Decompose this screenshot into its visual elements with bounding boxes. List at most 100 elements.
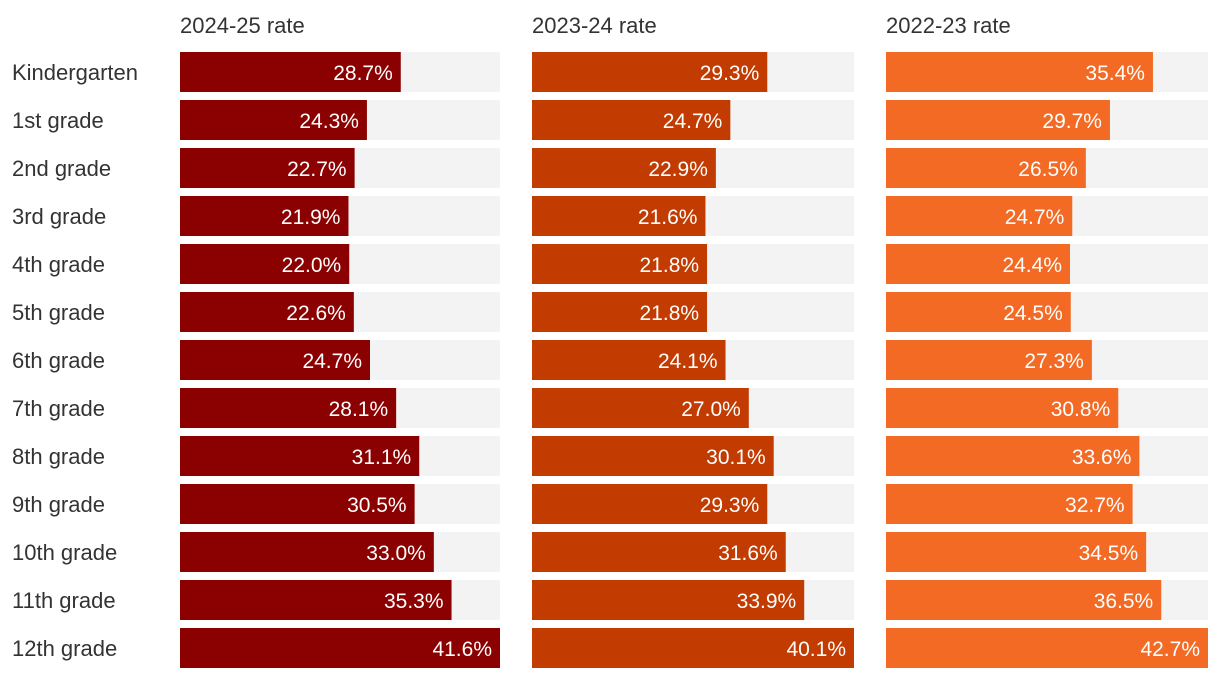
bar bbox=[886, 148, 1086, 188]
bar-value-label: 30.5% bbox=[347, 494, 407, 517]
bar-value-label: 33.6% bbox=[1072, 446, 1132, 469]
row-label: 9th grade bbox=[12, 492, 105, 517]
bar bbox=[532, 580, 805, 620]
series-panel: 2022-23 rate 35.4% 29.7% 26.5% 24.7% 24.4% 24.… bbox=[886, 13, 1208, 668]
bar bbox=[180, 628, 500, 668]
bar-value-label: 24.1% bbox=[658, 350, 718, 373]
bar bbox=[180, 532, 434, 572]
row-label: 11th grade bbox=[12, 588, 116, 613]
bar bbox=[886, 340, 1092, 380]
bar-value-label: 22.9% bbox=[648, 158, 708, 181]
bar-value-label: 24.7% bbox=[302, 350, 362, 373]
bar bbox=[532, 532, 786, 572]
bar bbox=[532, 388, 749, 428]
series-title: 2022-23 rate bbox=[886, 13, 1011, 38]
bar-value-label: 28.7% bbox=[333, 62, 393, 85]
row-label: 10th grade bbox=[12, 540, 117, 565]
bar bbox=[886, 628, 1208, 668]
bar bbox=[886, 196, 1073, 236]
bar-value-label: 41.6% bbox=[432, 638, 492, 661]
bar bbox=[886, 388, 1119, 428]
bar bbox=[532, 484, 768, 524]
series-panel: 2023-24 rate 29.3% 24.7% 22.9% 21.6% 21.8% 21.… bbox=[532, 13, 854, 668]
bar-value-label: 24.7% bbox=[663, 110, 723, 133]
bar-value-label: 36.5% bbox=[1094, 590, 1154, 613]
bar bbox=[886, 436, 1140, 476]
bar bbox=[180, 52, 401, 92]
bar bbox=[886, 580, 1162, 620]
bar-value-label: 32.7% bbox=[1065, 494, 1125, 517]
series-title: 2024-25 rate bbox=[180, 13, 305, 38]
bar-value-label: 21.8% bbox=[640, 254, 700, 277]
bar bbox=[886, 292, 1071, 332]
bar-value-label: 21.9% bbox=[281, 206, 341, 229]
row-label: 5th grade bbox=[12, 300, 105, 325]
row-label: 4th grade bbox=[12, 252, 105, 277]
bar-value-label: 27.3% bbox=[1024, 350, 1084, 373]
series-panel: 2024-25 rate 28.7% 24.3% 22.7% 21.9% 22.0% 22.… bbox=[180, 13, 500, 668]
row-label: 1st grade bbox=[12, 108, 104, 133]
bar bbox=[180, 436, 420, 476]
bar bbox=[180, 244, 350, 284]
bar-value-label: 31.1% bbox=[352, 446, 412, 469]
bar bbox=[180, 388, 397, 428]
row-label: 2nd grade bbox=[12, 156, 111, 181]
row-label: 3rd grade bbox=[12, 204, 106, 229]
bar-value-label: 42.7% bbox=[1140, 638, 1200, 661]
bar-value-label: 29.3% bbox=[700, 494, 760, 517]
bar bbox=[180, 484, 415, 524]
bar bbox=[180, 100, 367, 140]
bar bbox=[532, 196, 706, 236]
bar-value-label: 35.4% bbox=[1085, 62, 1145, 85]
bar bbox=[886, 532, 1147, 572]
bar-value-label: 35.3% bbox=[384, 590, 444, 613]
row-label: 8th grade bbox=[12, 444, 105, 469]
bar-value-label: 22.6% bbox=[286, 302, 346, 325]
bar-value-label: 24.5% bbox=[1003, 302, 1063, 325]
bar-value-label: 24.7% bbox=[1005, 206, 1065, 229]
bar-value-label: 33.0% bbox=[366, 542, 426, 565]
bar bbox=[532, 52, 768, 92]
bar-value-label: 21.6% bbox=[638, 206, 698, 229]
bar bbox=[886, 52, 1153, 92]
bar bbox=[180, 580, 452, 620]
bar-value-label: 29.7% bbox=[1042, 110, 1102, 133]
bar bbox=[532, 292, 708, 332]
row-label: Kindergarten bbox=[12, 60, 138, 85]
bar bbox=[532, 148, 716, 188]
bar bbox=[532, 100, 731, 140]
bar-value-label: 30.8% bbox=[1051, 398, 1111, 421]
bar-value-label: 30.1% bbox=[706, 446, 766, 469]
row-labels: Kindergarten 1st grade 2nd grade 3rd grade 4… bbox=[12, 60, 138, 661]
bar bbox=[532, 244, 708, 284]
bar bbox=[886, 244, 1070, 284]
bar-value-label: 28.1% bbox=[329, 398, 389, 421]
bar-value-label: 24.4% bbox=[1002, 254, 1062, 277]
chart-panels: 2024-25 rate 28.7% 24.3% 22.7% 21.9% 22.0% 22.… bbox=[180, 13, 1208, 668]
row-label: 6th grade bbox=[12, 348, 105, 373]
bar-value-label: 24.3% bbox=[299, 110, 359, 133]
bar-value-label: 31.6% bbox=[718, 542, 778, 565]
bar-value-label: 21.8% bbox=[640, 302, 700, 325]
row-label: 7th grade bbox=[12, 396, 105, 421]
bar bbox=[886, 484, 1133, 524]
bar bbox=[180, 292, 354, 332]
bar bbox=[532, 436, 774, 476]
bar bbox=[886, 100, 1110, 140]
bar-value-label: 34.5% bbox=[1079, 542, 1139, 565]
bar bbox=[532, 340, 726, 380]
row-label: 12th grade bbox=[12, 636, 117, 661]
bar-value-label: 33.9% bbox=[737, 590, 797, 613]
bar-value-label: 22.7% bbox=[287, 158, 347, 181]
series-title: 2023-24 rate bbox=[532, 13, 657, 38]
bar-value-label: 40.1% bbox=[786, 638, 846, 661]
bar-value-label: 29.3% bbox=[700, 62, 760, 85]
bar bbox=[532, 628, 854, 668]
bar-value-label: 22.0% bbox=[282, 254, 342, 277]
bar-value-label: 27.0% bbox=[681, 398, 741, 421]
bar bbox=[180, 196, 349, 236]
bar bbox=[180, 340, 370, 380]
bar bbox=[180, 148, 355, 188]
bar-value-label: 26.5% bbox=[1018, 158, 1078, 181]
